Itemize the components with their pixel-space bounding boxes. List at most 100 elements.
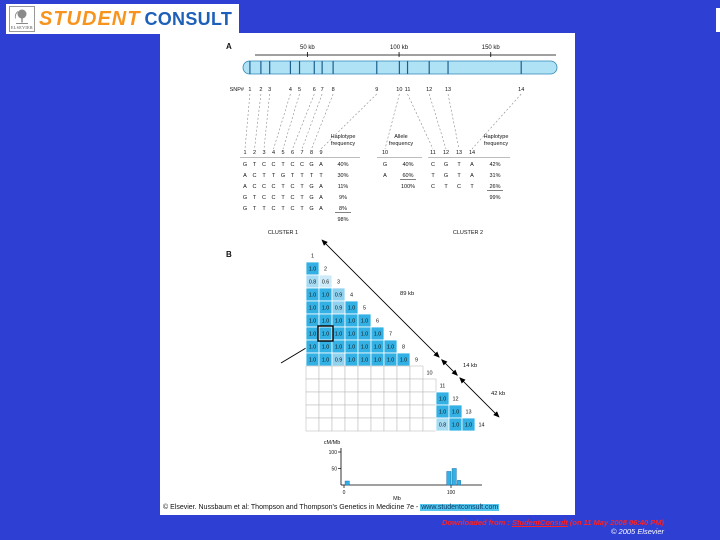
- ld-cell: [331, 417, 346, 432]
- allele-letter: A: [383, 173, 387, 179]
- allele-letter: T: [253, 206, 257, 212]
- allele-letter: T: [300, 173, 304, 179]
- ld-diagonal-snp-label: 1: [311, 254, 314, 260]
- allele-letter: C: [272, 195, 276, 201]
- ld-cell: [357, 391, 372, 406]
- allele-letter: G: [243, 195, 247, 201]
- ld-cell: [383, 365, 398, 380]
- ld-cell: [409, 391, 424, 406]
- allele-letter: C: [291, 206, 295, 212]
- allele-letter: G: [309, 206, 313, 212]
- allele-letter: T: [300, 184, 304, 190]
- allele10-total: 100%: [401, 184, 415, 190]
- footer-studentconsult-link[interactable]: StudentConsult: [512, 517, 568, 527]
- chart-x-tick-label: 100: [447, 490, 456, 496]
- snp-connector: [282, 93, 300, 150]
- ld-cell: [422, 404, 437, 419]
- ld-diagonal-snp-label: 2: [324, 267, 327, 273]
- ld-cell: [422, 417, 437, 432]
- ld-cell: [383, 417, 398, 432]
- allele10-header-2: frequency: [389, 141, 413, 147]
- table-col-label: 2: [253, 150, 256, 156]
- cluster2-total: 99%: [489, 195, 500, 201]
- allele-letter: C: [262, 184, 266, 190]
- allele-letter: T: [281, 162, 285, 168]
- snp-connector: [428, 93, 447, 150]
- ld-value: 0.9: [335, 358, 342, 364]
- ld-cell: [357, 378, 372, 393]
- table-col-label: 4: [272, 150, 275, 156]
- ld-cell: [305, 378, 320, 393]
- allele-letter: A: [243, 173, 247, 179]
- scale-tick-label: 100 kb: [390, 45, 409, 51]
- ld-value: 0.6: [322, 280, 329, 286]
- haplotype-frequency: 60%: [402, 173, 413, 179]
- ld-cell: [396, 417, 411, 432]
- ld-cell: [409, 365, 424, 380]
- allele-letter: T: [281, 184, 285, 190]
- ld-cell: [305, 417, 320, 432]
- allele-letter: T: [319, 173, 323, 179]
- ld-value: 1.0: [335, 332, 342, 338]
- ld-value: 1.0: [400, 358, 407, 364]
- ld-value: 1.0: [374, 358, 381, 364]
- ld-cell: [383, 378, 398, 393]
- ld-cell: [396, 365, 411, 380]
- ld-cell: [344, 417, 359, 432]
- logo-consult-wordmark: CONSULT: [144, 8, 233, 29]
- block-span-arrow: [459, 377, 500, 418]
- ld-cell: [396, 391, 411, 406]
- table-col-label: 9: [319, 150, 322, 156]
- allele-letter: T: [262, 173, 266, 179]
- studentconsult-logo[interactable]: ELSEVIER STUDENT CONSULT: [6, 4, 239, 34]
- table-col-label: 6: [291, 150, 294, 156]
- snp-number: 5: [298, 87, 301, 93]
- allele-letter: C: [300, 162, 304, 168]
- snp-number: 3: [268, 87, 271, 93]
- cluster1-header-2: frequency: [331, 141, 355, 147]
- table-col-label: 14: [469, 150, 475, 156]
- block-span-arrow: [321, 239, 440, 358]
- haplotype-frequency: 42%: [489, 162, 500, 168]
- snp-connector: [311, 93, 334, 150]
- allele-letter: T: [310, 173, 314, 179]
- ld-diagonal-snp-label: 7: [389, 332, 392, 338]
- allele-letter: G: [243, 206, 247, 212]
- table-col-label: 11: [430, 150, 436, 156]
- haplotype-frequency: 40%: [337, 162, 348, 168]
- scale-tick-label: 150 kb: [482, 45, 501, 51]
- haplotype-frequency: 40%: [402, 162, 413, 168]
- ld-cell: [370, 365, 385, 380]
- allele-letter: C: [431, 184, 435, 190]
- table-col-label: 10: [382, 150, 388, 156]
- chart-y-tick-label: 100: [329, 450, 338, 456]
- allele-letter: A: [319, 184, 323, 190]
- allele-letter: A: [243, 184, 247, 190]
- ld-cell: [357, 417, 372, 432]
- snp-number: 12: [426, 87, 432, 93]
- ld-diagonal-snp-label: 13: [465, 410, 471, 416]
- allele-letter: C: [262, 162, 266, 168]
- ld-diagonal-snp-label: 6: [376, 319, 379, 325]
- ld-cell: [357, 365, 372, 380]
- recombination-bar: [344, 480, 350, 486]
- snp-connector: [254, 93, 262, 150]
- cluster1-total: 98%: [337, 217, 348, 223]
- allele-letter: T: [470, 184, 474, 190]
- ld-cell: [422, 378, 437, 393]
- panel-a-label: A: [226, 42, 232, 51]
- chart-y-axis-label: cM/Mb: [324, 440, 341, 446]
- snp-number: 2: [259, 87, 262, 93]
- haplotype-frequency: 8%: [339, 206, 347, 212]
- table-col-label: 12: [443, 150, 449, 156]
- caption-link[interactable]: www.studentconsult.com: [420, 504, 500, 511]
- allele-letter: T: [431, 173, 435, 179]
- ld-cell: [331, 404, 346, 419]
- allele-letter: T: [253, 162, 257, 168]
- ld-value: 1.0: [309, 358, 316, 364]
- allele-letter: C: [291, 184, 295, 190]
- ld-cell: [344, 365, 359, 380]
- caption-text: © Elsevier. Nussbaum et al: Thompson and…: [163, 504, 421, 511]
- snp-connector: [273, 93, 291, 150]
- allele-letter: C: [272, 184, 276, 190]
